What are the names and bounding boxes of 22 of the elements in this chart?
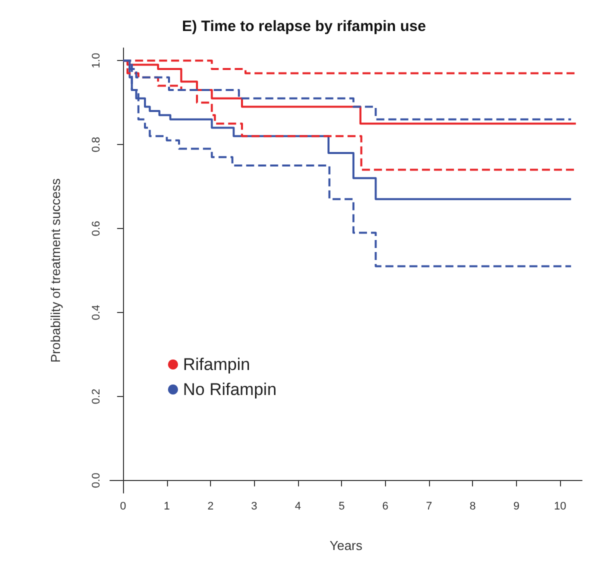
x-tick-label: 8 xyxy=(470,500,476,512)
y-tick-label: 0.4 xyxy=(90,304,102,320)
x-tick-label: 2 xyxy=(207,500,214,512)
legend-label: No Rifampin xyxy=(183,380,277,399)
x-tick-label: 7 xyxy=(426,500,432,512)
x-tick-label: 3 xyxy=(251,500,258,512)
y-tick-label: 0.2 xyxy=(90,388,102,404)
y-tick-label: 0.8 xyxy=(90,136,102,152)
x-axis-title: Years xyxy=(330,538,363,553)
x-tick-label: 10 xyxy=(554,500,566,512)
y-axis-title: Probability of treatment success xyxy=(48,178,63,363)
x-tick-label: 1 xyxy=(164,500,170,512)
x-tick-label: 9 xyxy=(513,500,520,512)
y-tick-label: 0.0 xyxy=(90,472,102,488)
chart-title: E) Time to relapse by rifampin use xyxy=(182,18,426,35)
x-tick-label: 4 xyxy=(294,500,301,512)
legend-label: Rifampin xyxy=(183,355,250,374)
x-tick-label: 5 xyxy=(338,500,345,512)
y-tick-label: 0.6 xyxy=(90,220,102,236)
x-tick-label: 0 xyxy=(120,500,126,512)
y-tick-label: 1.0 xyxy=(90,52,102,68)
x-tick-label: 6 xyxy=(382,500,388,512)
